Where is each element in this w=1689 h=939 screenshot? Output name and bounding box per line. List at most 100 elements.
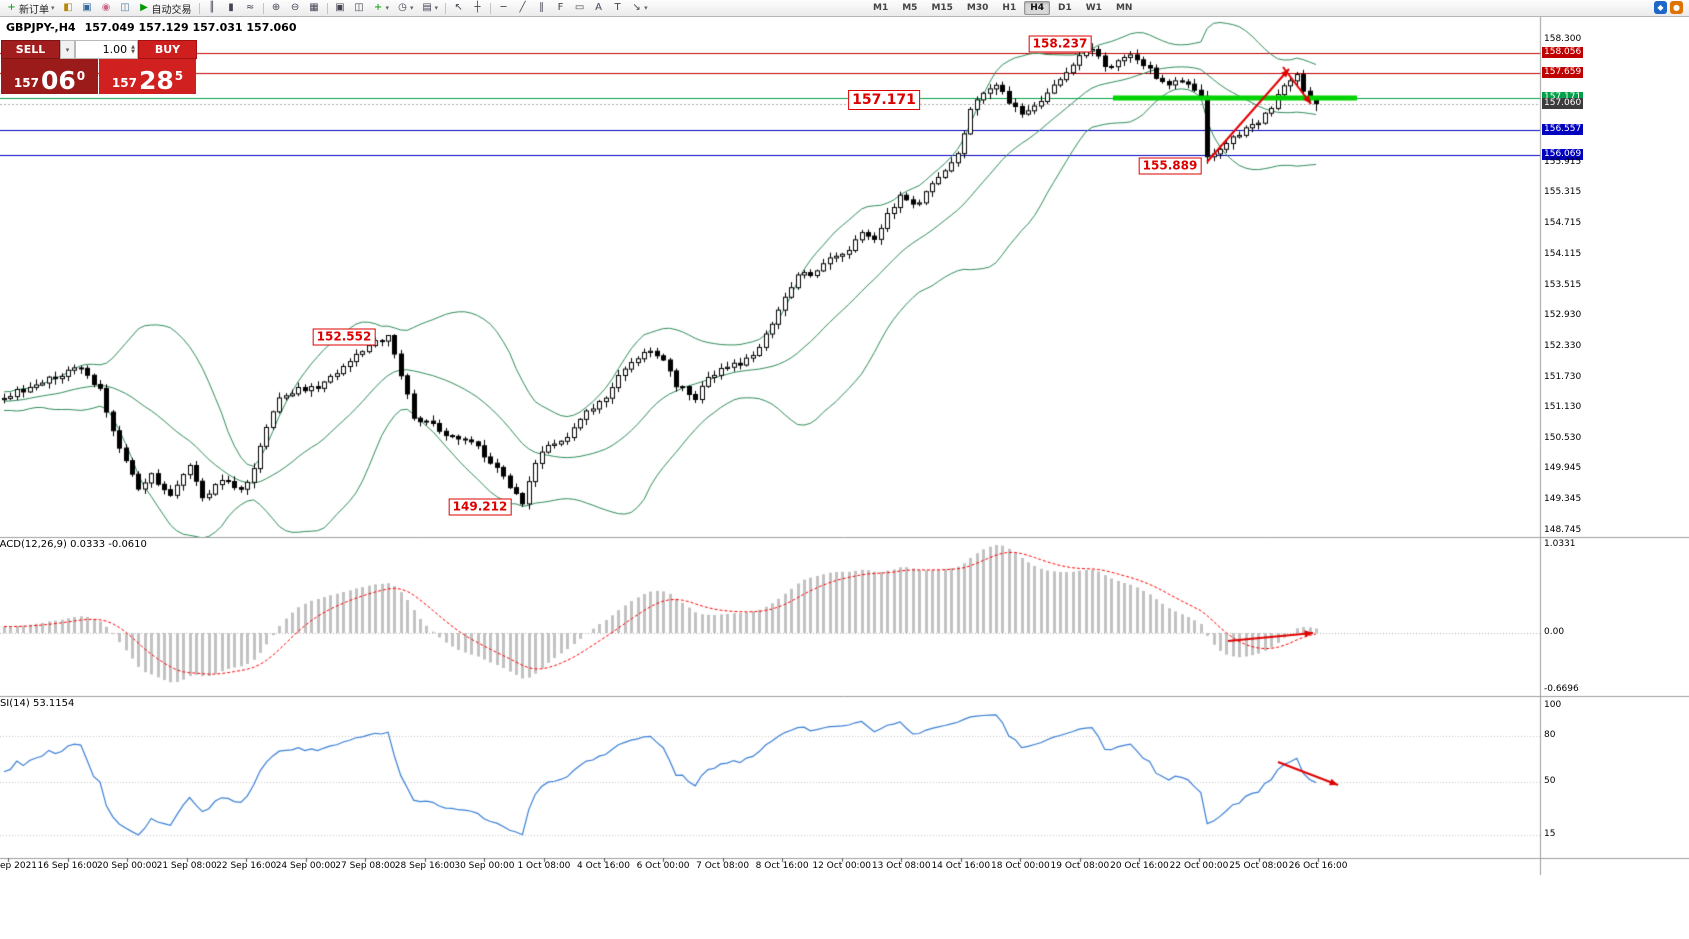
macd-indicator-label: MACD(12,26,9) 0.0333 -0.0610 — [0, 539, 147, 550]
time-axis-label: 20 Oct 16:00 — [1110, 861, 1169, 871]
chevron-down-icon: ▾ — [644, 4, 648, 12]
text-label-icon[interactable]: T — [609, 0, 626, 16]
text-icon[interactable]: A — [590, 0, 607, 16]
toolbar-button-label: 自动交易 — [151, 4, 192, 16]
main-chart-panel[interactable] — [0, 16, 1540, 537]
templates-icon[interactable]: ▤ ▾ — [419, 0, 442, 16]
price-axis-label: 156.069 — [1542, 148, 1584, 160]
fibonacci-icon: F — [557, 2, 564, 13]
sell-button[interactable]: SELL — [1, 40, 60, 59]
arrange-windows-icon[interactable]: ◫ — [351, 0, 368, 16]
arrows-icon[interactable]: ↘ ▾ — [628, 0, 651, 16]
chart-window-icon[interactable]: ▣ — [79, 0, 96, 16]
bar-chart-icon[interactable]: ║ — [204, 0, 221, 16]
buy-button[interactable]: BUY — [138, 40, 197, 59]
timeframe-button-mn[interactable]: MN — [1115, 3, 1133, 13]
volume-down-button[interactable]: ▼ — [131, 48, 135, 55]
rsi-axis-label: 50 — [1544, 776, 1556, 786]
time-axis-label: 27 Sep 08:00 — [335, 861, 396, 871]
time-axis-label: 8 Oct 16:00 — [755, 861, 809, 871]
bid-price-pips: 06 — [40, 66, 76, 95]
toolbar-separator — [326, 2, 328, 14]
chevron-down-icon: ▾ — [410, 4, 414, 12]
timeframe-button-m15[interactable]: M15 — [931, 3, 953, 13]
cascade-windows-icon[interactable]: ▣ — [332, 0, 349, 16]
candlestick-chart-icon: ▮ — [228, 2, 234, 13]
price-annotation[interactable]: 152.552 — [312, 328, 376, 346]
ohlc-values: 157.049 157.129 157.031 157.060 — [84, 21, 297, 34]
shapes-icon[interactable]: ▭ — [571, 0, 588, 16]
trendline-icon[interactable]: ╱ — [514, 0, 531, 16]
rsi-axis-label: 80 — [1544, 730, 1556, 741]
toolbar-button-label: 新订单 — [19, 4, 49, 16]
ask-price-box[interactable]: 157 28 5 — [99, 59, 196, 94]
chart-window-icon: ▣ — [82, 2, 92, 13]
price-axis-label: 152.330 — [1544, 340, 1582, 351]
price-axis-label: 157.060 — [1542, 97, 1584, 109]
market-watch-icon[interactable]: ◫ — [117, 0, 134, 16]
scales-icon[interactable]: ◧ — [60, 0, 77, 16]
timeframe-button-m1[interactable]: M1 — [873, 3, 889, 13]
alerts-icon[interactable]: ● — [1670, 1, 1683, 14]
horizontal-line-icon[interactable]: ─ — [495, 0, 512, 16]
volume-field[interactable]: 1.00 ▲ ▼ — [75, 40, 138, 59]
time-axis-label: 7 Oct 08:00 — [696, 861, 750, 871]
periods-icon[interactable]: ◷ ▾ — [394, 0, 417, 16]
volume-up-button[interactable]: ▲ — [131, 43, 135, 50]
price-axis-label: 154.715 — [1544, 218, 1582, 229]
one-click-trading-panel: SELL ▾ 1.00 ▲ ▼ BUY 157 06 0 157 28 5 — [1, 40, 197, 94]
new-order-button[interactable]: + 新订单 ▾ — [3, 0, 58, 16]
crosshair-icon[interactable]: ┼ — [469, 0, 486, 16]
time-axis-label: 28 Sep 16:00 — [394, 861, 455, 871]
cursor-icon[interactable]: ↖ — [450, 0, 467, 16]
timeframe-button-h4[interactable]: H4 — [1024, 1, 1050, 15]
timeframe-button-w1[interactable]: W1 — [1085, 3, 1102, 13]
timeframe-button-m5[interactable]: M5 — [902, 3, 918, 13]
price-axis-label: 153.515 — [1544, 279, 1582, 290]
indicators-icon: + — [373, 2, 383, 13]
timeframe-button-d1[interactable]: D1 — [1058, 3, 1072, 13]
chevron-down-icon: ▾ — [434, 4, 439, 12]
community-icon[interactable]: ◆ — [1654, 1, 1667, 14]
price-chart-canvas[interactable] — [0, 16, 1689, 939]
rsi-axis-label: 15 — [1544, 829, 1556, 840]
toolbar-separator — [490, 2, 492, 14]
macd-panel[interactable] — [0, 537, 1540, 696]
timeframe-toolbar: M1 M5 M15 M30 H1 H4 D1 W1 MN — [866, 1, 1139, 15]
time-axis-label: 4 Oct 16:00 — [577, 861, 630, 871]
candlestick-chart-icon[interactable]: ▮ — [223, 0, 240, 16]
rsi-axis-label: 100 — [1544, 700, 1562, 710]
tile-windows-icon[interactable]: ▦ — [306, 0, 323, 16]
timeframe-button-m30[interactable]: M30 — [966, 3, 989, 13]
macd-axis-label: 1.0331 — [1544, 539, 1576, 549]
cascade-windows-icon: ▣ — [335, 2, 345, 13]
price-axis-label: 155.915 — [1544, 156, 1582, 167]
price-annotation[interactable]: 157.171 — [848, 90, 920, 110]
zoom-out-icon[interactable]: ⊖ — [287, 0, 304, 16]
volume-preset-caret[interactable]: ▾ — [60, 40, 75, 59]
time-axis-label: 26 Oct 16:00 — [1288, 861, 1348, 871]
indicators-icon[interactable]: + ▾ — [370, 0, 393, 16]
auto-trading-button[interactable]: ▶ 自动交易 — [136, 0, 195, 16]
timeframe-button-h1[interactable]: H1 — [1002, 3, 1017, 13]
time-axis-label: 20 Sep 00:00 — [97, 861, 158, 871]
ask-price-pips: 28 — [138, 66, 174, 95]
equidistant-channel-icon[interactable]: ∥ — [533, 0, 550, 16]
zoom-in-icon[interactable]: ⊕ — [268, 0, 285, 16]
zoom-in-icon: ⊕ — [271, 2, 281, 13]
price-annotation[interactable]: 158.237 — [1028, 35, 1092, 53]
profiles-icon[interactable]: ◉ — [98, 0, 115, 16]
volume-value: 1.00 — [102, 43, 128, 56]
bid-price-box[interactable]: 157 06 0 — [1, 59, 98, 94]
price-axis-label: 158.056 — [1542, 46, 1584, 58]
symbol-period-label: GBPJPY-,H4 — [6, 21, 76, 34]
line-chart-icon[interactable]: ≈ — [242, 0, 259, 16]
price-axis-label: 155.315 — [1544, 187, 1582, 198]
bid-price-point: 0 — [76, 69, 86, 83]
rsi-panel[interactable] — [0, 696, 1540, 858]
fibonacci-icon[interactable]: F — [552, 0, 569, 16]
price-annotation[interactable]: 149.212 — [448, 498, 512, 516]
rsi-indicator-label: RSI(14) 53.1154 — [0, 698, 75, 709]
bid-price-integer: 157 — [13, 76, 39, 90]
price-annotation[interactable]: 155.889 — [1138, 157, 1202, 175]
